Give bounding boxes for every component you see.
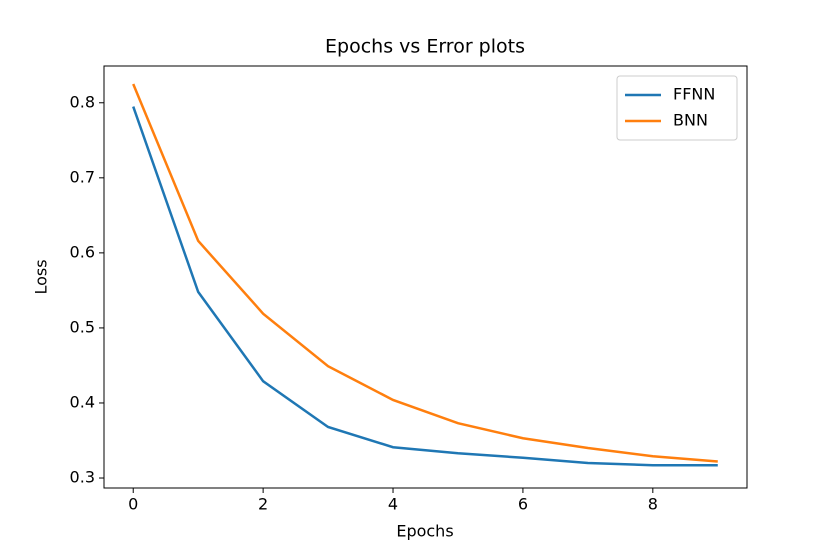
y-tick-label: 0.6: [70, 242, 95, 261]
plot-frame: [103, 65, 748, 489]
x-tick-label: 6: [518, 495, 528, 514]
chart-title: Epochs vs Error plots: [325, 36, 525, 58]
legend-label: BNN: [673, 111, 708, 130]
x-tick-label: 2: [258, 495, 268, 514]
y-tick-label: 0.5: [70, 317, 95, 336]
y-tick-label: 0.7: [70, 167, 95, 186]
legend: FFNN BNN: [616, 75, 738, 141]
line-series: [132, 83, 718, 463]
x-tick-label: 0: [128, 495, 138, 514]
x-tick-label: 4: [388, 495, 398, 514]
line-series: [132, 106, 718, 467]
y-tick-label: 0.8: [70, 92, 95, 111]
y-tick-label: 0.4: [70, 392, 95, 411]
x-axis-label: Epochs: [396, 522, 453, 541]
y-tick-label: 0.3: [70, 468, 95, 487]
y-axis-label: Loss: [32, 259, 51, 294]
legend-label: FFNN: [673, 85, 715, 104]
x-tick-label: 8: [648, 495, 658, 514]
legend-box: [616, 75, 738, 141]
